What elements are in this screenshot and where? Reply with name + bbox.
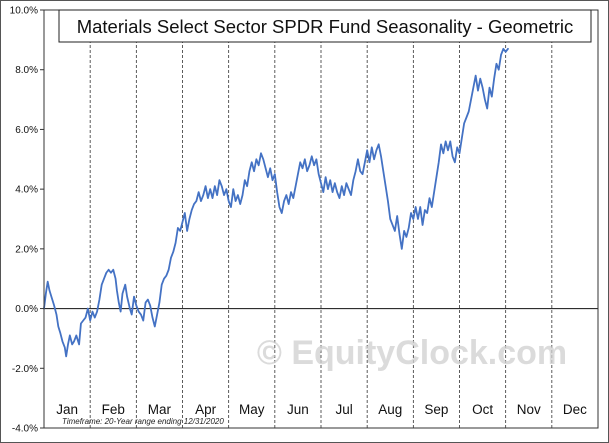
month-label: Oct — [472, 402, 493, 417]
month-label: Nov — [517, 402, 541, 417]
month-label: Jul — [335, 402, 352, 417]
watermark-text: © EquityClock.com — [257, 334, 567, 372]
series-line-0 — [43, 47, 509, 358]
title-box: Materials Select Sector SPDR Fund Season… — [58, 9, 592, 43]
y-tick-label: -4.0% — [12, 424, 38, 435]
month-label: Mar — [148, 402, 172, 417]
y-tick-label: 2.0% — [15, 244, 38, 255]
y-tick-label: 4.0% — [15, 185, 38, 196]
month-label: Apr — [195, 402, 217, 417]
x-axis: Jan Feb Mar Apr May Jun Jul Aug Sep Oct Nov Dec — [56, 402, 587, 417]
footnote: Timeframe: 20-Year range ending 12/31/20… — [62, 417, 224, 426]
title-box-frame — [58, 9, 592, 43]
month-label: Dec — [563, 402, 587, 417]
series-group — [43, 47, 509, 358]
month-label: Feb — [102, 402, 125, 417]
y-tick-label: 10.0% — [10, 6, 38, 17]
grid — [44, 10, 598, 428]
watermark: © EquityClock.com — [257, 334, 567, 372]
y-tick-label: 6.0% — [15, 125, 38, 136]
y-tick-label: 8.0% — [15, 65, 38, 76]
y-tick-label: 0.0% — [15, 304, 38, 315]
month-label: Jan — [56, 402, 78, 417]
y-axis: -4.0% -2.0% 0.0% 2.0% 4.0% 6.0% 8.0% 10.0% — [10, 6, 44, 435]
month-label: May — [239, 402, 265, 417]
chart-title: Materials Select Sector SPDR Fund Season… — [77, 16, 574, 37]
month-label: Aug — [378, 402, 402, 417]
month-label: Jun — [287, 402, 309, 417]
month-label: Sep — [424, 402, 448, 417]
y-tick-label: -2.0% — [12, 364, 38, 375]
